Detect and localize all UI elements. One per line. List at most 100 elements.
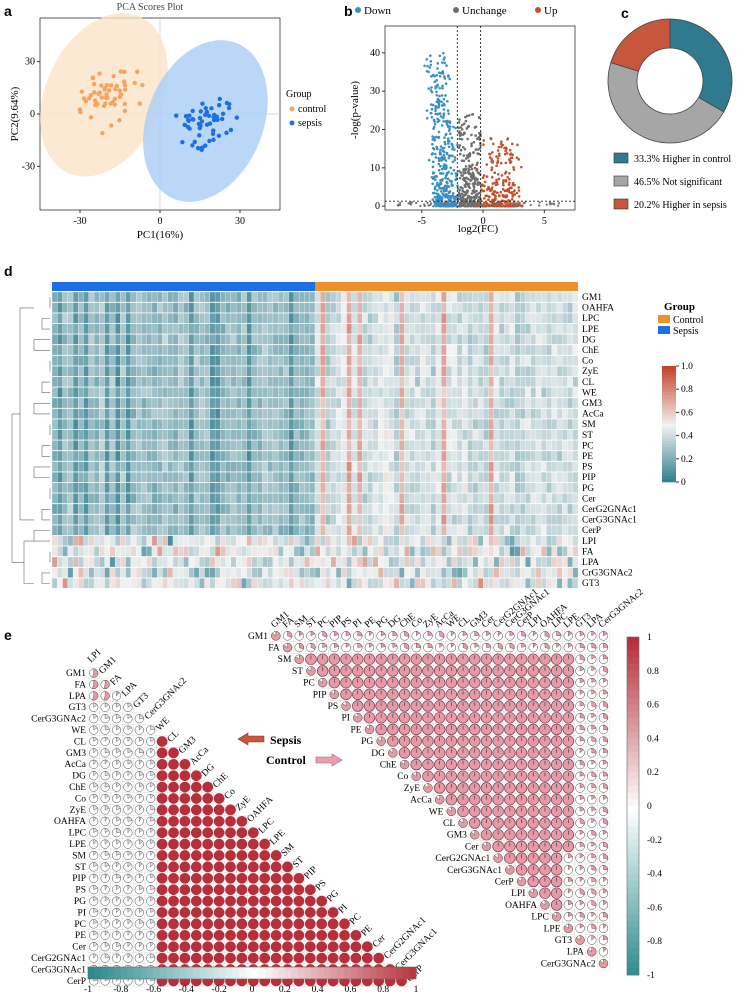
heatmap-cell [293, 546, 300, 557]
heatmap-cell [88, 493, 95, 504]
corr-sepsis-pie-wedge [127, 816, 133, 822]
heatmap-cell [257, 323, 263, 334]
corr-sepsis-circle [179, 918, 191, 930]
heatmap-cell [341, 344, 347, 356]
corr-sepsis-circle [168, 929, 179, 941]
volcano-point-down [442, 97, 446, 101]
corr-sepsis-circle [316, 895, 328, 907]
heatmap-cell [109, 387, 116, 398]
heatmap-cell [125, 535, 132, 546]
heatmap-cell [109, 419, 116, 430]
heatmap-cell [393, 387, 400, 398]
corr-sepsis-pie-wedge [127, 748, 133, 754]
volcano-point-down [440, 124, 444, 127]
volcano-point-up [516, 204, 520, 208]
heatmap-cell [120, 578, 126, 589]
corr-sepsis-pie-wedge [104, 793, 109, 799]
corr-sepsis-row-label: SM [72, 851, 86, 861]
heatmap-cell [78, 556, 84, 568]
heatmap-cell [246, 376, 253, 387]
corr-sepsis-circle [247, 838, 259, 850]
heatmap-cell [57, 440, 63, 451]
heatmap-cell [257, 302, 263, 313]
heatmap-cell [235, 313, 242, 324]
corr-sepsis-pie-wedge [116, 873, 121, 879]
heatmap-cell [372, 461, 379, 472]
volcano-point-down [432, 171, 436, 175]
heatmap-cell [399, 493, 405, 504]
heatmap-cell [493, 397, 500, 409]
heatmap-cell [57, 450, 63, 462]
corr-sepsis-circle [202, 827, 214, 839]
corr-sepsis-circle [168, 895, 179, 907]
corr-sepsis-circle [350, 929, 362, 941]
heatmap-cell [383, 429, 389, 440]
corr-sepsis-pie-wedge [116, 759, 121, 765]
volcano-point-down [436, 62, 440, 65]
heatmap-cell [335, 355, 342, 366]
heatmap-cell [225, 482, 232, 493]
heatmap-cell [93, 535, 100, 546]
corr-sepsis-circle [168, 941, 179, 953]
heatmap-cell [414, 429, 421, 440]
heatmap-cell [246, 397, 253, 409]
heatmap-cell [472, 461, 479, 472]
heatmap-cell [67, 376, 74, 387]
donut-slice-1 [607, 62, 725, 144]
heatmap-cell [404, 493, 410, 504]
heatmap-cell [109, 556, 116, 568]
heatmap-cell [257, 429, 263, 440]
heatmap-row-label: GT3 [582, 579, 600, 589]
heatmap-cell [220, 461, 226, 472]
heatmap-cell [325, 493, 331, 504]
heatmap-cell [325, 546, 331, 557]
heatmap-cell [551, 376, 558, 387]
heatmap-row-label: OAHFA [582, 304, 614, 314]
heatmap-cell [57, 291, 63, 303]
heatmap-cell [283, 397, 289, 409]
heatmap-cell [267, 291, 274, 303]
corr-sepsis-row-label: PIP [72, 874, 86, 884]
heatmap-cell [99, 567, 105, 578]
corr-sepsis-pie-wedge [116, 691, 120, 697]
heatmap-cell [109, 408, 116, 419]
corr-sepsis-pie-wedge [150, 919, 155, 925]
heatmap-cell [556, 525, 563, 536]
heatmap-cell [251, 546, 258, 557]
heatmap-cell [535, 482, 542, 493]
heatmap-cell [462, 291, 468, 303]
heatmap-cell [251, 291, 258, 303]
heatmap-cell [451, 334, 458, 345]
heatmap-cell [188, 514, 195, 525]
pca-point-control [86, 96, 92, 101]
heatmap-cell [288, 482, 295, 493]
heatmap-cell [246, 450, 253, 462]
heatmap-cell [104, 493, 111, 504]
heatmap-cell [267, 493, 274, 504]
heatmap-cell [472, 302, 479, 313]
heatmap-cell [141, 461, 147, 472]
volcano-point-down [445, 185, 449, 188]
heatmap-cell [272, 472, 279, 483]
heatmap-cell [351, 408, 358, 419]
volcano-point-unchange [471, 182, 475, 185]
corr-sepsis-circle [247, 872, 259, 884]
heatmap-cell [93, 323, 100, 334]
heatmap-cell [572, 323, 579, 334]
corr-sepsis-circle [293, 941, 305, 953]
heatmap-cell [267, 503, 274, 515]
heatmap-cell [330, 482, 337, 493]
heatmap-cell [262, 408, 268, 419]
volcano-point-down [450, 136, 454, 140]
pca-point-sepsis [190, 143, 195, 148]
corr-sepsis-pie-wedge [93, 942, 98, 948]
heatmap-cell [183, 334, 189, 345]
volcano-point-down [431, 142, 434, 146]
volcano-point-unchange [469, 175, 473, 179]
heatmap-cell [509, 461, 516, 472]
pca-point-control [92, 98, 98, 103]
heatmap-cell [509, 397, 516, 409]
heatmap-cell [414, 514, 421, 525]
heatmap-cell [314, 514, 321, 525]
heatmap-cell [477, 482, 484, 493]
